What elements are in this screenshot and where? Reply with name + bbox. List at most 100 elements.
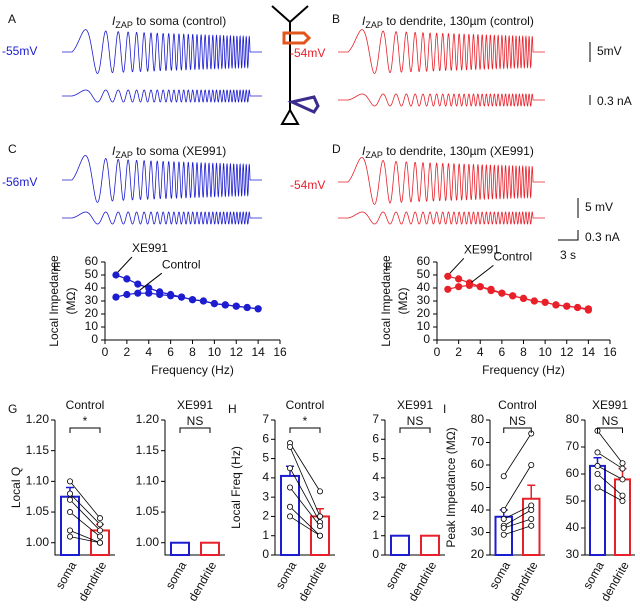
panel-letter: I (443, 402, 446, 416)
x-tick-label: 6 (499, 345, 506, 359)
cell-link (289, 442, 321, 492)
y-tick-label: 2 (262, 509, 269, 523)
y-tick-label: 1 (262, 528, 269, 542)
cell-link (69, 536, 101, 544)
data-point (573, 303, 582, 312)
label-rest: to soma (control) (133, 14, 226, 28)
y-axis-label: Local Freq (Hz) (229, 446, 243, 529)
cell-link (597, 465, 623, 480)
scale-label: 0.3 nA (597, 94, 632, 108)
voltage-trace (338, 29, 545, 74)
significance-bracket (399, 427, 431, 433)
cell-point (594, 449, 601, 456)
x-tick-label: soma (383, 559, 410, 592)
cell-link (597, 473, 623, 496)
y-axis-label: (MΩ) (64, 288, 78, 315)
cell-point (67, 490, 74, 497)
x-tick-label: 8 (520, 345, 527, 359)
trace-label: IZAP to soma (control) (112, 14, 226, 30)
axes (274, 420, 335, 556)
current-trace (62, 211, 262, 225)
x-tick-label: 6 (167, 345, 174, 359)
y-tick-label: 1.00 (26, 535, 50, 549)
label-sub: ZAP (365, 20, 383, 30)
series-annotation: XE991 (132, 241, 168, 255)
data-point (123, 290, 131, 299)
y-tick-label: 1 (372, 528, 379, 542)
label-italic: I (362, 14, 366, 28)
significance-bracket (289, 427, 321, 433)
x-tick-label: soma (486, 559, 513, 592)
data-point (188, 296, 197, 304)
y-tick-label: 10 (85, 319, 99, 333)
cell-link (289, 446, 321, 517)
y-tick-label: 1.20 (26, 412, 50, 426)
x-tick-label: 16 (603, 345, 617, 359)
cell-point (97, 521, 104, 528)
x-axis-label: Frequency (Hz) (482, 363, 565, 377)
data-point (444, 285, 452, 293)
x-tick-label: 2 (124, 345, 131, 359)
label-italic: I (112, 14, 116, 28)
y-tick-label: 1.10 (26, 474, 50, 488)
scale-label: 3 s (560, 248, 576, 262)
y-tick-label: 2 (372, 509, 379, 523)
current-trace (338, 211, 545, 225)
label-sub: ZAP (115, 20, 133, 30)
cell-point (594, 470, 601, 477)
data-point (123, 275, 131, 283)
x-tick-label: dendrite (296, 559, 330, 604)
cell-point (286, 465, 293, 472)
chart-title: Control (66, 398, 105, 412)
y-tick-label: 50 (471, 480, 485, 494)
y-tick-label: 80 (471, 412, 485, 426)
x-tick-label: 4 (145, 345, 152, 359)
y-tick-label: 1.00 (136, 535, 160, 549)
cell-point (286, 513, 293, 520)
label-rest: to soma (XE991) (133, 144, 226, 158)
cell-link (503, 505, 532, 520)
y-axis-label: Local Impedance (47, 255, 61, 347)
cell-link (597, 452, 623, 469)
axes (54, 420, 115, 556)
data-point (210, 300, 218, 308)
y-tick-label: 30 (417, 293, 431, 307)
cell-link (503, 518, 532, 529)
x-tick-label: 14 (582, 345, 596, 359)
voltage-trace (62, 155, 262, 203)
cell-point (67, 527, 74, 534)
data-point (156, 290, 164, 299)
scale-label: 5 mV (585, 200, 613, 214)
x-tick-label: 2 (455, 345, 462, 359)
cell-link (69, 511, 101, 537)
label-sub: ZAP (115, 150, 133, 160)
data-point (145, 289, 153, 297)
series-annotation: XE991 (464, 242, 500, 256)
y-tick-label: 70 (566, 439, 580, 453)
panel-letter: F (385, 260, 392, 274)
cell-link (503, 525, 532, 536)
error-bar (527, 484, 536, 499)
significance-label: NS (509, 414, 526, 428)
cell-point (500, 473, 507, 480)
data-point (487, 285, 495, 293)
data-point (145, 284, 153, 292)
y-tick-label: 3 (262, 489, 269, 503)
panel-letter: A (8, 12, 16, 26)
y-tick-label: 0 (262, 547, 269, 561)
cell-point (97, 515, 104, 522)
label-rest: to dendrite, 130µm (XE991) (383, 144, 534, 158)
x-tick-label: 14 (251, 345, 265, 359)
cell-point (500, 531, 507, 538)
panel-letter: B (332, 12, 340, 26)
y-tick-label: 20 (417, 306, 431, 320)
cell-point (67, 496, 74, 503)
cell-link (69, 530, 101, 544)
panel-letter: G (8, 402, 17, 416)
x-axis-label: Frequency (Hz) (151, 363, 234, 377)
y-tick-label: 7 (262, 412, 269, 426)
vm-label: -55mV (2, 44, 37, 58)
panel-letter: D (332, 142, 341, 156)
